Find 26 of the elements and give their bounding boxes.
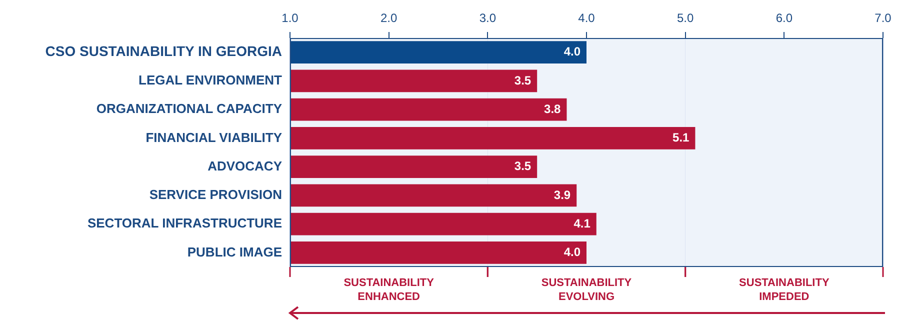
y-tick-label: SERVICE PROVISION	[149, 187, 282, 202]
x-tick-label: 2.0	[380, 11, 398, 26]
band-label: SUSTAINABILITY EVOLVING	[541, 277, 632, 304]
data-label: 3.5	[514, 159, 532, 174]
y-tick-label: ADVOCACY	[208, 158, 282, 174]
x-tick-label: 6.0	[776, 11, 793, 26]
data-label: 4.0	[564, 44, 581, 59]
data-label: 3.8	[544, 102, 562, 116]
x-tick-label: 1.0	[282, 11, 299, 26]
band-label: SUSTAINABILITY IMPEDED	[739, 277, 830, 304]
x-tick-label: 3.0	[479, 11, 496, 26]
y-tick-label: SECTORAL INFRASTRUCTURE	[87, 216, 282, 231]
y-tick-label: LEGAL ENVIRONMENT	[138, 72, 282, 88]
data-label: 4.0	[564, 245, 581, 259]
data-label: 5.1	[672, 130, 690, 144]
y-tick-label: CSO SUSTAINABILITY IN GEORGIA	[45, 43, 282, 60]
y-tick-label: PUBLIC IMAGE	[187, 244, 282, 260]
data-label: 3.5	[514, 73, 532, 88]
x-tick-label: 7.0	[874, 11, 892, 26]
x-tick-label: 4.0	[578, 11, 596, 26]
data-label: 4.1	[574, 216, 591, 230]
data-label: 3.9	[554, 188, 571, 202]
band-label: SUSTAINABILITY ENHANCED	[344, 277, 435, 304]
y-tick-label: FINANCIAL VIABILITY	[146, 130, 282, 145]
x-tick-label: 5.0	[676, 11, 694, 26]
y-tick-label: ORGANIZATIONAL CAPACITY	[96, 101, 282, 116]
